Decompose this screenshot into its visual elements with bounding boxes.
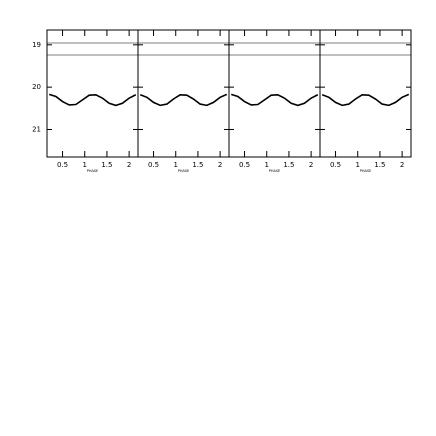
light-curve bbox=[139, 93, 228, 107]
x-tick-label: 1.5 bbox=[374, 161, 385, 169]
x-tick-label: 2 bbox=[127, 161, 131, 169]
x-tick-label: 1 bbox=[82, 161, 86, 169]
x-axis-label: PHASE bbox=[178, 169, 190, 173]
x-axis-label: PHASE bbox=[87, 169, 99, 173]
light-curve bbox=[321, 93, 410, 107]
x-tick-label: 2 bbox=[400, 161, 404, 169]
x-tick-label: 1.5 bbox=[283, 161, 294, 169]
x-axis-label: PHASE bbox=[360, 169, 372, 173]
x-axis-label: PHASE bbox=[269, 169, 281, 173]
x-tick-label: 1.5 bbox=[101, 161, 112, 169]
x-tick-label: 1 bbox=[355, 161, 359, 169]
y-tick-label: 20 bbox=[32, 83, 41, 91]
y-tick-label: 21 bbox=[32, 125, 41, 133]
x-tick-label: 1 bbox=[173, 161, 177, 169]
x-tick-label: 0.5 bbox=[148, 161, 159, 169]
x-tick-label: 1.5 bbox=[192, 161, 203, 169]
x-tick-label: 1 bbox=[264, 161, 268, 169]
light-curve bbox=[48, 93, 137, 107]
x-tick-label: 0.5 bbox=[57, 161, 68, 169]
x-tick-label: 0.5 bbox=[330, 161, 341, 169]
x-tick-label: 2 bbox=[309, 161, 313, 169]
x-tick-label: 0.5 bbox=[239, 161, 250, 169]
y-tick-label: 19 bbox=[32, 41, 41, 49]
light-curve bbox=[230, 93, 319, 107]
x-tick-label: 2 bbox=[218, 161, 222, 169]
panel-frame bbox=[319, 29, 412, 158]
